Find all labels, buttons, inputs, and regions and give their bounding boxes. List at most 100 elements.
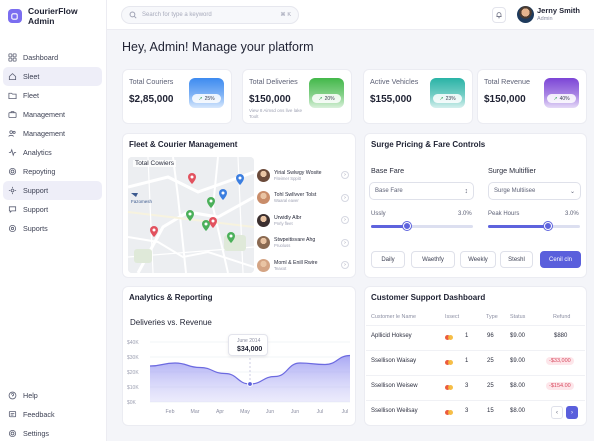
- table-header[interactable]: Status: [510, 314, 526, 320]
- customer-name: Ssellison Weilsay: [371, 408, 418, 414]
- slider1-track[interactable]: [371, 225, 473, 228]
- courier-row[interactable]: Yirial Swlwgy Wosite Fiteimer Sppitt ›: [257, 164, 349, 187]
- x-tick-label: Jun: [291, 409, 299, 415]
- courier-subtitle: Pnrly fleet: [274, 220, 293, 226]
- courier-name: Stwpeitisvare Ahg: [274, 237, 316, 244]
- sidebar: CourierFlow Admin Dashboard Sleet Fleet Man…: [0, 0, 107, 441]
- fleet-map[interactable]: Total Cowiers Fazomesh: [128, 157, 254, 273]
- map-pin-blue[interactable]: [219, 189, 227, 200]
- slider1-handle[interactable]: [402, 222, 411, 230]
- table-header[interactable]: Issect: [445, 314, 460, 320]
- courier-row[interactable]: Stwpeitisvare Ahg Pruoluss ›: [257, 232, 349, 255]
- sidebar-item-dashboard[interactable]: Dashboard: [3, 48, 102, 67]
- table-row-divider: [366, 375, 585, 376]
- sidebar-item-label: Feedback: [23, 410, 55, 419]
- surge-multiplier-select[interactable]: Surge Multiisee ⌄: [488, 182, 581, 200]
- bell-icon: [496, 12, 502, 19]
- sidebar-item-suports[interactable]: Suports: [3, 219, 102, 238]
- stat-badge: ↗ 25%: [192, 94, 221, 103]
- home-icon: [8, 73, 17, 81]
- map-pin-green[interactable]: [186, 210, 194, 221]
- period-button-weekly[interactable]: Weekly: [460, 251, 496, 268]
- pagination-prev-button[interactable]: ‹: [551, 406, 563, 419]
- stat-subtext: View 8 Aimsd ons live lake Toolt: [249, 108, 302, 119]
- courier-row[interactable]: Moml & Enill Rwire Teaxot ›: [257, 254, 349, 277]
- sidebar-item-settings[interactable]: Settings: [3, 424, 102, 441]
- stat-label: Total Deliveries: [249, 77, 298, 86]
- table-row-divider: [366, 400, 585, 401]
- stat-value: $150,000: [484, 94, 526, 105]
- sidebar-item-support[interactable]: Support: [3, 200, 102, 219]
- map-pin-blue[interactable]: [236, 174, 244, 185]
- period-button-daily[interactable]: Daily: [371, 251, 405, 268]
- trend-up-icon: ↗: [318, 95, 323, 102]
- courier-row[interactable]: Tohl Swllvver Tolst Waaral eaver ›: [257, 187, 349, 210]
- table-header[interactable]: Refund: [553, 314, 571, 320]
- table-header[interactable]: Customer le Name: [371, 314, 416, 320]
- courier-subtitle: Teaxot: [274, 265, 287, 271]
- sidebar-item-support[interactable]: Support: [3, 181, 102, 200]
- card-brand-icon: [445, 359, 453, 365]
- user-avatar[interactable]: [517, 6, 534, 23]
- sidebar-item-feedback[interactable]: Feedback: [3, 405, 102, 424]
- brand[interactable]: CourierFlow Admin: [8, 6, 106, 26]
- sidebar-item-sleet[interactable]: Sleet: [3, 67, 102, 86]
- courier-action-button[interactable]: ›: [341, 193, 349, 202]
- slider2-track[interactable]: [488, 225, 580, 228]
- settings-icon: [8, 429, 17, 438]
- map-pin-green[interactable]: [227, 232, 235, 243]
- slider2-label: Peak Hours: [488, 211, 520, 217]
- stat-badge-value: 20%: [324, 95, 335, 102]
- deliveries-revenue-chart: $0K $10K $20K $30K $40K Feb Mar Apr May Jun Jun Jul…: [127, 340, 351, 415]
- stat-chart-chip: [430, 78, 465, 108]
- issue-type: 25: [487, 358, 494, 364]
- sidebar-item-label: Support: [23, 186, 49, 195]
- refund-amount: -$33,000: [546, 357, 574, 365]
- sidebar-item-repoyting[interactable]: Repoyting: [3, 162, 102, 181]
- sidebar-item-fleet[interactable]: Fleet: [3, 86, 102, 105]
- map-pin-green[interactable]: [202, 220, 210, 231]
- chevron-down-icon: ⌄: [569, 188, 575, 195]
- stat-card[interactable]: Active Vehicles $155,000 ↗ 23%: [363, 69, 473, 124]
- sidebar-item-label: Settings: [23, 429, 49, 438]
- map-pin-red[interactable]: [209, 217, 217, 228]
- map-pin-red[interactable]: [188, 173, 196, 184]
- stat-card[interactable]: Total Deliveries $150,000 View 8 Aimsd ons…: [242, 69, 352, 124]
- stepper-icon[interactable]: ↕: [464, 187, 469, 195]
- sidebar-item-label: Dashboard: [23, 53, 59, 62]
- stat-chart-chip: [189, 78, 224, 108]
- courier-action-button[interactable]: ›: [341, 261, 349, 270]
- sidebar-nav: Dashboard Sleet Fleet Management Management A…: [0, 48, 106, 238]
- grid-icon: [8, 53, 17, 62]
- base-fare-input[interactable]: Base Fare ↕: [369, 182, 474, 200]
- settings-icon: [8, 167, 17, 176]
- courier-row[interactable]: Urwidly Albr Pnrly fleet ›: [257, 209, 349, 232]
- map-city-label: Fazomesh: [131, 199, 153, 204]
- courier-avatar: [257, 258, 270, 272]
- issue-count: 3: [465, 383, 469, 389]
- sidebar-item-management[interactable]: Management: [3, 105, 102, 124]
- chart-point-highlight[interactable]: [247, 381, 253, 387]
- sidebar-item-management[interactable]: Management: [3, 124, 102, 143]
- sidebar-item-help[interactable]: Help: [3, 386, 102, 405]
- period-button-cenil-cln[interactable]: Cenil cln: [540, 251, 581, 268]
- map-pin-green[interactable]: [207, 197, 215, 208]
- map-pin-red[interactable]: [150, 226, 158, 237]
- x-tick-label: Apr: [216, 409, 224, 415]
- sidebar-item-analytics[interactable]: Analytics: [3, 143, 102, 162]
- stat-value: $2,85,000: [129, 94, 174, 105]
- courier-action-button[interactable]: ›: [341, 171, 349, 180]
- stat-card[interactable]: Total Revenue $150,000 ↗ 40%: [477, 69, 587, 124]
- stat-card[interactable]: Total Couriers $2,85,000 ↗ 25%: [122, 69, 232, 124]
- app-name: CourierFlow Admin: [27, 6, 78, 26]
- slider2-handle[interactable]: [543, 222, 552, 230]
- period-button-steshl[interactable]: Steshl: [500, 251, 533, 268]
- courier-action-button[interactable]: ›: [341, 238, 349, 247]
- pagination-next-button[interactable]: ›: [566, 406, 578, 419]
- search-input[interactable]: Search for type a keyword ⌘ K: [121, 6, 299, 24]
- chart-area: [150, 355, 350, 402]
- table-header[interactable]: Type: [486, 314, 498, 320]
- courier-action-button[interactable]: ›: [341, 216, 349, 225]
- notifications-button[interactable]: [492, 7, 506, 23]
- period-button-waethfy[interactable]: Waethfy: [411, 251, 455, 268]
